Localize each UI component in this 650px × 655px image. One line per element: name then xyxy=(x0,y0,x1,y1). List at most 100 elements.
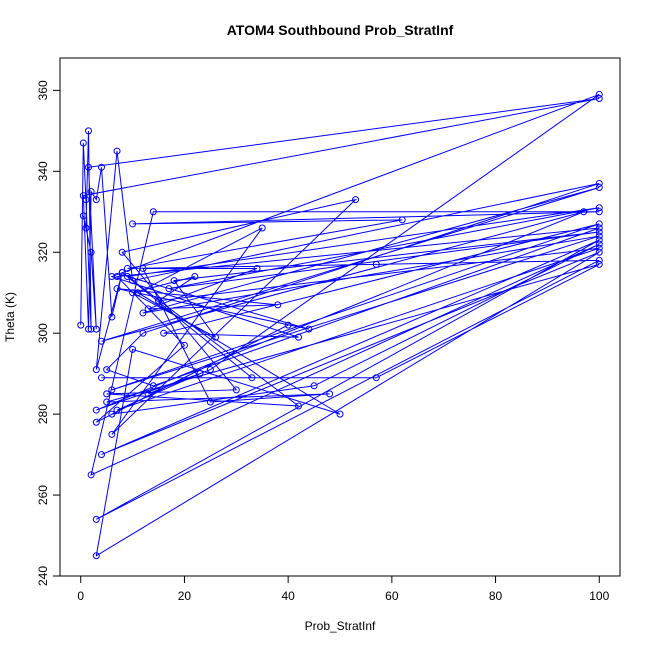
data-point xyxy=(139,329,147,337)
data-point xyxy=(92,406,100,414)
y-tick-label: 320 xyxy=(36,242,50,262)
data-point xyxy=(595,236,603,244)
data-point xyxy=(595,240,603,248)
data-point xyxy=(160,329,168,337)
data-point xyxy=(305,325,313,333)
data-point xyxy=(295,402,303,410)
x-axis-label: Prob_StratInf xyxy=(305,619,376,633)
data-point xyxy=(149,208,157,216)
data-point xyxy=(97,451,105,459)
data-point xyxy=(212,333,220,341)
data-point xyxy=(595,179,603,187)
data-point xyxy=(595,256,603,264)
y-axis-label: Theta (K) xyxy=(3,292,17,342)
data-point xyxy=(595,184,603,191)
data-point xyxy=(77,321,85,329)
data-point xyxy=(85,127,93,135)
x-tick-label: 80 xyxy=(489,589,503,603)
data-point xyxy=(149,382,157,390)
data-point xyxy=(87,325,95,333)
data-point xyxy=(310,382,318,390)
data-point xyxy=(284,321,292,329)
x-tick-label: 100 xyxy=(589,589,609,603)
y-tick-label: 360 xyxy=(36,80,50,100)
data-point xyxy=(595,204,603,212)
data-point xyxy=(398,216,406,224)
data-point xyxy=(113,273,121,281)
data-point xyxy=(92,552,100,560)
data-point xyxy=(129,277,137,285)
y-tick-label: 280 xyxy=(36,404,50,424)
data-point xyxy=(97,337,105,345)
data-point xyxy=(139,264,147,272)
data-point xyxy=(79,139,87,147)
data-point xyxy=(118,268,126,276)
data-point xyxy=(248,374,256,382)
data-point xyxy=(129,345,137,353)
data-point xyxy=(165,285,173,293)
data-point xyxy=(118,248,126,256)
data-point xyxy=(595,94,603,102)
x-tick-label: 40 xyxy=(281,589,295,603)
data-point xyxy=(79,192,87,200)
data-point xyxy=(232,386,240,394)
y-tick-label: 240 xyxy=(36,566,50,586)
data-point xyxy=(87,248,95,256)
data-point xyxy=(92,196,100,204)
data-point xyxy=(155,297,163,305)
data-point xyxy=(113,406,121,414)
data-point xyxy=(180,341,188,349)
data-point xyxy=(274,301,282,309)
y-tick-label: 260 xyxy=(36,485,50,505)
data-point xyxy=(85,325,93,333)
data-point xyxy=(85,163,93,171)
data-point xyxy=(139,309,147,317)
data-point xyxy=(372,374,380,382)
data-point xyxy=(123,264,131,272)
data-point xyxy=(92,418,100,426)
x-tick-label: 60 xyxy=(385,589,399,603)
y-tick-label: 300 xyxy=(36,323,50,343)
data-point xyxy=(82,224,90,232)
data-point xyxy=(129,220,137,228)
plot-frame xyxy=(59,57,621,577)
data-point xyxy=(595,228,603,236)
data-point xyxy=(206,398,214,406)
data-point xyxy=(92,515,100,523)
data-point xyxy=(103,398,111,406)
data-point xyxy=(326,390,334,398)
data-point xyxy=(595,232,603,240)
data-point xyxy=(206,366,214,374)
data-point xyxy=(258,224,266,232)
data-point xyxy=(87,188,95,196)
data-point xyxy=(97,374,105,382)
data-point xyxy=(108,273,116,281)
data-point xyxy=(92,366,100,374)
data-point xyxy=(113,147,121,155)
data-point xyxy=(336,410,344,418)
x-tick-label: 20 xyxy=(178,589,192,603)
y-tick-label: 340 xyxy=(36,161,50,181)
data-point xyxy=(144,305,152,313)
data-point xyxy=(108,430,116,438)
data-point xyxy=(595,208,603,216)
data-point xyxy=(295,333,303,341)
data-point xyxy=(113,285,121,293)
data-point xyxy=(595,244,603,252)
data-point xyxy=(92,325,100,333)
data-point xyxy=(79,212,87,220)
data-point xyxy=(595,248,603,256)
data-line xyxy=(80,93,600,557)
x-tick-label: 0 xyxy=(77,589,84,603)
data-point xyxy=(97,163,105,171)
data-point xyxy=(144,390,152,398)
data-point xyxy=(595,260,603,268)
data-point xyxy=(103,366,111,374)
data-point xyxy=(87,471,95,479)
data-point xyxy=(108,410,116,418)
data-point xyxy=(103,390,111,398)
data-point xyxy=(595,90,603,98)
data-point xyxy=(108,386,116,394)
chart-title: ATOM4 Southbound Prob_StratInf xyxy=(227,22,454,38)
